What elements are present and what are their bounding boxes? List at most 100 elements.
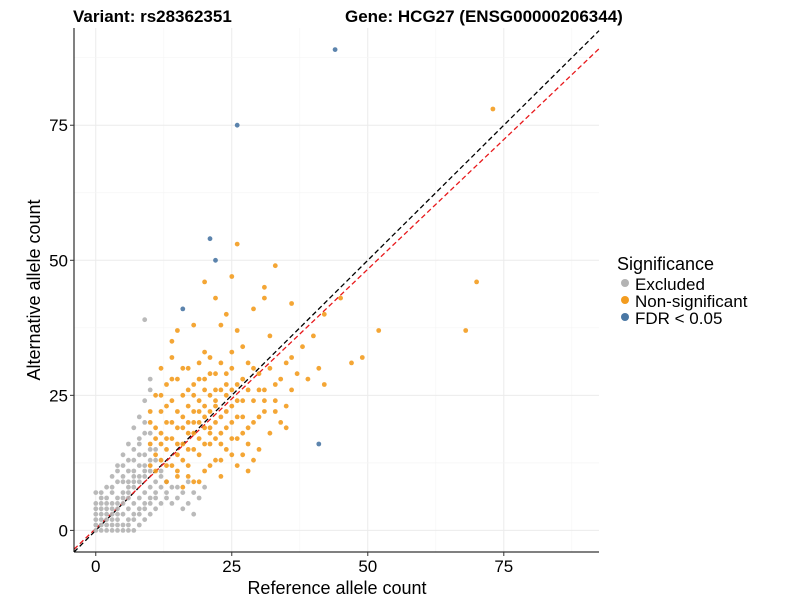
- point-excluded: [115, 528, 120, 533]
- point-non-significant: [234, 241, 240, 247]
- point-non-significant: [202, 441, 208, 447]
- point-non-significant: [289, 387, 294, 393]
- point-non-significant: [240, 376, 246, 382]
- point-non-significant: [223, 409, 229, 414]
- point-non-significant: [223, 425, 229, 431]
- point-non-significant: [245, 468, 251, 474]
- point-non-significant: [207, 463, 213, 468]
- point-non-significant: [262, 398, 267, 404]
- point-excluded: [153, 479, 159, 485]
- point-fdr: [207, 236, 213, 242]
- point-non-significant: [175, 441, 180, 447]
- legend-key-1: [621, 279, 629, 287]
- point-excluded: [125, 528, 131, 533]
- legend-title: Significance: [617, 254, 714, 274]
- point-non-significant: [223, 392, 229, 398]
- point-excluded: [115, 468, 120, 474]
- point-non-significant: [153, 392, 159, 398]
- point-excluded: [109, 511, 115, 517]
- point-non-significant: [153, 436, 159, 441]
- point-excluded: [191, 511, 197, 517]
- point-excluded: [158, 484, 164, 490]
- point-non-significant: [305, 376, 311, 382]
- point-non-significant: [234, 398, 240, 404]
- point-excluded: [153, 506, 159, 512]
- point-non-significant: [153, 468, 159, 474]
- point-non-significant: [229, 436, 235, 441]
- point-excluded: [98, 490, 104, 495]
- point-non-significant: [196, 409, 202, 414]
- point-non-significant: [191, 322, 197, 328]
- point-non-significant: [474, 279, 479, 285]
- point-non-significant: [278, 376, 284, 382]
- point-excluded: [185, 479, 191, 485]
- point-non-significant: [245, 360, 251, 366]
- point-non-significant: [218, 414, 224, 420]
- point-non-significant: [463, 328, 469, 333]
- point-excluded: [125, 484, 131, 490]
- point-non-significant: [164, 420, 169, 425]
- point-excluded: [98, 517, 104, 522]
- point-non-significant: [158, 430, 164, 436]
- point-excluded: [131, 528, 137, 533]
- y-axis-ticks: 0 25 50 75: [49, 116, 74, 540]
- point-non-significant: [169, 355, 175, 360]
- legend-label-2: Non-significant: [635, 292, 748, 311]
- point-excluded: [147, 511, 153, 517]
- point-excluded: [109, 474, 115, 479]
- point-excluded: [115, 506, 120, 512]
- point-excluded: [147, 501, 153, 506]
- point-excluded: [109, 517, 115, 522]
- point-excluded: [142, 517, 148, 522]
- point-non-significant: [185, 463, 191, 468]
- point-non-significant: [180, 365, 186, 371]
- point-excluded: [93, 490, 99, 495]
- point-excluded: [131, 479, 137, 485]
- point-non-significant: [175, 376, 180, 382]
- point-excluded: [142, 398, 148, 404]
- point-non-significant: [218, 387, 224, 393]
- point-excluded: [98, 511, 104, 517]
- point-non-significant: [169, 420, 175, 425]
- point-excluded: [120, 490, 126, 495]
- point-excluded: [109, 522, 115, 528]
- point-excluded: [115, 479, 120, 485]
- point-non-significant: [256, 371, 262, 377]
- point-non-significant: [321, 311, 327, 317]
- point-excluded: [136, 441, 142, 447]
- point-excluded: [136, 463, 142, 468]
- point-excluded: [158, 501, 164, 506]
- point-excluded: [180, 490, 186, 495]
- point-non-significant: [175, 328, 180, 333]
- point-excluded: [153, 447, 159, 452]
- point-excluded: [93, 506, 99, 512]
- point-non-significant: [180, 441, 186, 447]
- point-excluded: [136, 495, 142, 501]
- point-excluded: [131, 457, 137, 463]
- point-excluded: [104, 522, 109, 528]
- point-excluded: [125, 441, 131, 447]
- x-tick-label: 0: [91, 557, 100, 576]
- point-non-significant: [164, 382, 169, 387]
- point-non-significant: [218, 322, 224, 328]
- point-excluded: [115, 501, 120, 506]
- point-non-significant: [202, 387, 208, 393]
- point-excluded: [104, 511, 109, 517]
- point-non-significant: [207, 409, 213, 414]
- point-excluded: [147, 430, 153, 436]
- point-excluded: [142, 452, 148, 458]
- point-non-significant: [311, 333, 316, 339]
- point-non-significant: [191, 392, 197, 398]
- point-non-significant: [196, 436, 202, 441]
- point-excluded: [125, 490, 131, 495]
- point-non-significant: [207, 441, 213, 447]
- point-non-significant: [213, 403, 218, 409]
- point-non-significant: [272, 398, 278, 404]
- point-non-significant: [321, 382, 327, 387]
- point-excluded: [147, 457, 153, 463]
- point-non-significant: [153, 452, 159, 458]
- point-non-significant: [196, 420, 202, 425]
- point-non-significant: [240, 344, 246, 350]
- point-non-significant: [272, 382, 278, 387]
